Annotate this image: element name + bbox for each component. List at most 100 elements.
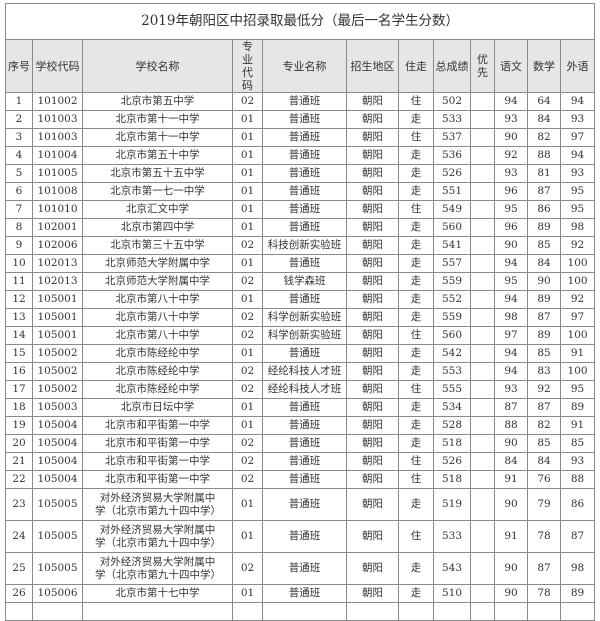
cell-region: 朝阳 [346,552,399,585]
cell-chinese: 91 [494,470,528,489]
cell-total-score: 533 [433,110,471,129]
cell-major-code: 01 [232,146,263,165]
cell-total-score: 559 [433,272,471,291]
cell-region: 朝阳 [346,398,399,417]
cell-chinese: 96 [494,218,528,237]
cell-priority [470,470,495,489]
cell-boarding: 住 [398,520,434,553]
cell-school-name: 北京市和平街第一中学 [82,452,233,471]
cell-total-score: 528 [433,416,471,435]
cell-major-code: 02 [232,452,263,471]
cell-boarding: 住 [398,92,434,111]
cell-total-score: 533 [433,520,471,553]
score-table: 2019年朝阳区中招录取最低分（最后一名学生分数） 序号 学校代码 学校名称 专业代码… [4,3,596,621]
cell-priority [470,254,495,273]
cell-major-code: 02 [232,552,263,585]
cell-major-name: 普通班 [262,254,347,273]
cell-region: 朝阳 [346,92,399,111]
cell-school-code: 105004 [32,434,83,453]
cell-major-code: 01 [232,488,263,521]
cell-major-code: 02 [232,470,263,489]
cell-foreign-language: 93 [559,164,596,183]
cell-seq: 2 [5,110,33,129]
cell-foreign-language: 87 [559,520,596,553]
cell-priority [470,416,495,435]
cell-school-name: 对外经济贸易大学附属中学（北京市第九十四中学） [82,488,233,521]
cell-school-name: 北京市第十七中学 [82,584,233,603]
cell-total-score: 555 [433,380,471,399]
cell-chinese: 90 [494,488,528,521]
cell-school-name: 北京市第八十中学 [82,326,233,345]
cell-boarding: 走 [398,182,434,201]
cell-total-score: 526 [433,452,471,471]
cell-priority [470,164,495,183]
cell-priority [470,452,495,471]
cell-foreign-language: 92 [559,290,596,309]
cell-foreign-language: 98 [559,218,596,237]
cell-seq: 15 [5,344,33,363]
table-row: 1 101002 北京市第五中学 02 普通班 朝阳住 502 94 64 94 [5,92,596,111]
cell-school-name: 北京市第五十中学 [82,146,233,165]
header-total-score: 总成绩 [433,39,471,93]
cell-empty [5,602,33,621]
cell-chinese: 97 [494,326,528,345]
cell-boarding: 走 [398,164,434,183]
table-row: 21 105004 北京市和平街第一中学 02 普通班 朝阳住 526 84 84 93 [5,452,596,471]
cell-seq: 5 [5,164,33,183]
header-foreign-language: 外语 [559,39,596,93]
cell-region: 朝阳 [346,380,399,399]
cell-boarding: 走 [398,552,434,585]
cell-boarding: 住 [398,326,434,345]
cell-math: 86 [527,200,561,219]
cell-major-code: 01 [232,164,263,183]
table-row: 16 105002 北京市陈经纶中学 02 经纶科技人才班 朝阳走 553 94 83 100 [5,362,596,381]
cell-chinese: 87 [494,398,528,417]
cell-priority [470,308,495,327]
cell-empty [82,602,233,621]
cell-region: 朝阳 [346,128,399,147]
cell-total-score: 526 [433,164,471,183]
cell-empty [527,602,561,621]
header-math: 数学 [527,39,561,93]
cell-major-name: 普通班 [262,218,347,237]
cell-region: 朝阳 [346,362,399,381]
cell-seq: 4 [5,146,33,165]
table-row: 20 105004 北京市和平街第一中学 02 普通班 朝阳走 518 90 85 85 [5,434,596,453]
cell-school-code: 105005 [32,552,83,585]
cell-school-code: 105001 [32,308,83,327]
cell-school-name: 北京师范大学附属中学 [82,254,233,273]
cell-major-name: 科学创新实验班 [262,308,347,327]
cell-school-code: 101005 [32,164,83,183]
cell-school-code: 105004 [32,470,83,489]
cell-total-score: 559 [433,308,471,327]
cell-total-score: 536 [433,146,471,165]
cell-major-name: 普通班 [262,434,347,453]
cell-priority [470,398,495,417]
cell-seq: 19 [5,416,33,435]
cell-empty [494,602,528,621]
cell-total-score: 518 [433,470,471,489]
cell-foreign-language: 89 [559,584,596,603]
cell-major-code: 02 [232,308,263,327]
cell-chinese: 94 [494,92,528,111]
cell-priority [470,380,495,399]
cell-seq: 9 [5,236,33,255]
cell-priority [470,272,495,291]
cell-foreign-language: 92 [559,236,596,255]
score-table-container: 2019年朝阳区中招录取最低分（最后一名学生分数） 序号 学校代码 学校名称 专业代码… [4,3,596,621]
cell-priority [470,488,495,521]
header-row: 序号 学校代码 学校名称 专业代码 专业名称 招生地区 住走 总成绩 优先 语文 数学 外语 [5,39,596,93]
cell-boarding: 走 [398,236,434,255]
cell-school-name: 对外经济贸易大学附属中学（北京市第九十四中学） [82,520,233,553]
cell-foreign-language: 89 [559,398,596,417]
cell-major-code: 01 [232,110,263,129]
header-region: 招生地区 [346,39,399,93]
cell-school-code: 102013 [32,272,83,291]
cell-school-name: 北京市和平街第一中学 [82,416,233,435]
cell-math: 87 [527,308,561,327]
cell-foreign-language: 94 [559,146,596,165]
cell-total-score: 553 [433,362,471,381]
cell-math: 92 [527,380,561,399]
header-major-code: 专业代码 [232,39,263,93]
cell-boarding: 住 [398,380,434,399]
